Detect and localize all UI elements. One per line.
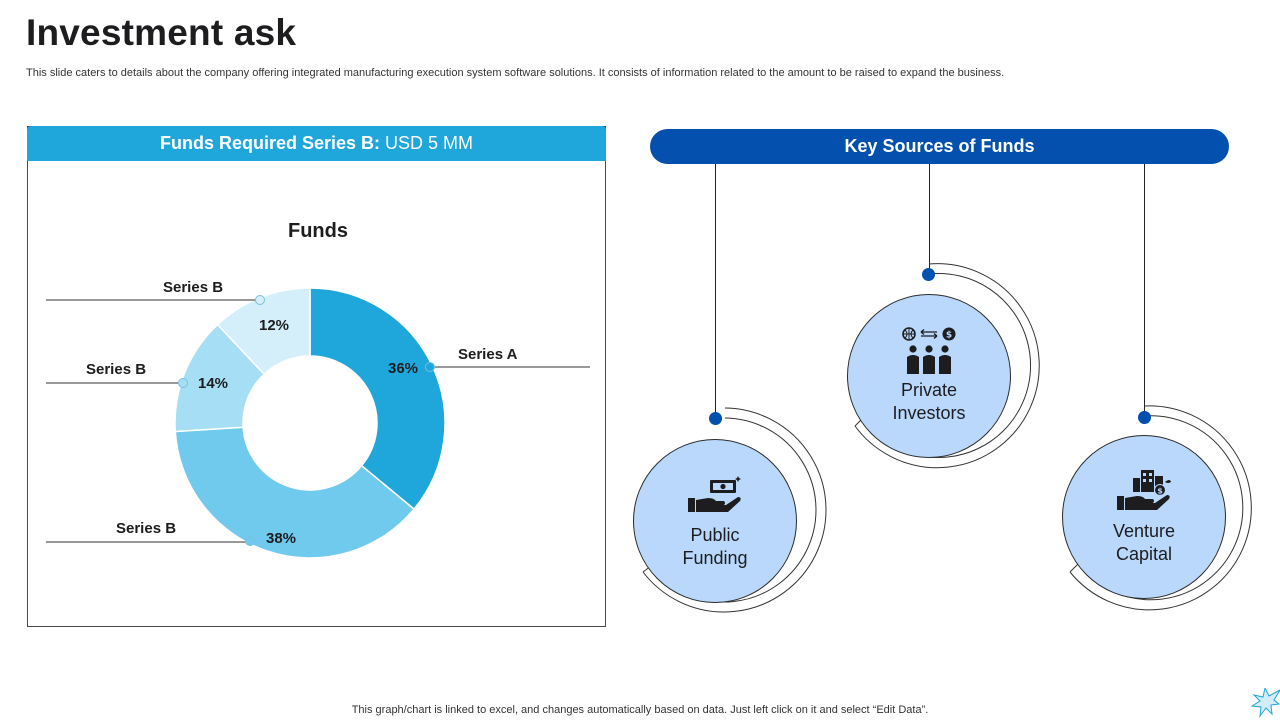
connector-dot-venture (1138, 411, 1151, 424)
donut-slice-1 (174, 426, 416, 559)
source-private-investors[interactable]: $ Private Investors (847, 294, 1011, 458)
slice-category-label-0: Series A (458, 346, 518, 363)
funds-panel: Funds Required Series B: USD 5 MM Funds S… (27, 126, 606, 627)
slice-value-label-0: 36% (388, 360, 418, 377)
slice-leader-dot-1 (245, 536, 255, 546)
investors-icon: $ (902, 327, 956, 374)
slice-value-label-1: 38% (266, 530, 296, 547)
slice-leader-dot-3 (255, 295, 265, 305)
slice-value-label-2: 14% (198, 375, 228, 392)
slice-category-label-1: Series B (116, 520, 176, 537)
source-venture-capital-label: Venture Capital (1112, 521, 1176, 564)
hand-money-icon (688, 476, 741, 512)
connector-line-public (715, 164, 716, 418)
slice-category-label-3: Series B (163, 279, 223, 296)
funds-header-amount: USD 5 MM (385, 133, 474, 153)
source-private-investors-label: Private Investors (892, 380, 966, 423)
key-sources-header: Key Sources of Funds (650, 129, 1229, 164)
connector-line-venture (1144, 164, 1145, 417)
connector-line-private (929, 164, 930, 274)
slice-leader-dot-2 (178, 378, 188, 388)
source-venture-capital[interactable]: $ Venture Capital (1062, 435, 1226, 599)
source-public-funding-label: Public Funding (682, 525, 748, 568)
page-subtitle: This slide caters to details about the c… (26, 67, 1005, 79)
slice-category-label-2: Series B (86, 361, 146, 378)
page-title: Investment ask (26, 12, 297, 53)
svg-text:$: $ (946, 331, 952, 341)
funds-header-label: Funds Required Series B: (159, 133, 381, 153)
connector-dot-private (922, 268, 935, 281)
chart-footnote: This graph/chart is linked to excel, and… (351, 704, 929, 716)
slice-leader-dot-0 (425, 362, 435, 372)
burst-decoration-icon (1250, 688, 1280, 718)
funds-panel-header: Funds Required Series B: USD 5 MM (27, 126, 606, 161)
chart-title: Funds (288, 220, 348, 242)
hand-building-icon: $ (1117, 470, 1171, 510)
source-public-funding[interactable]: Public Funding (633, 439, 797, 603)
svg-text:$: $ (1157, 486, 1163, 495)
donut-slice-0 (309, 287, 446, 511)
slice-value-label-3: 12% (259, 317, 289, 334)
donut-slice-3 (216, 287, 311, 376)
connector-dot-public (709, 412, 722, 425)
funds-donut-chart[interactable]: Funds Series A 36% Series B 38% Series B 14% Se… (28, 127, 607, 628)
